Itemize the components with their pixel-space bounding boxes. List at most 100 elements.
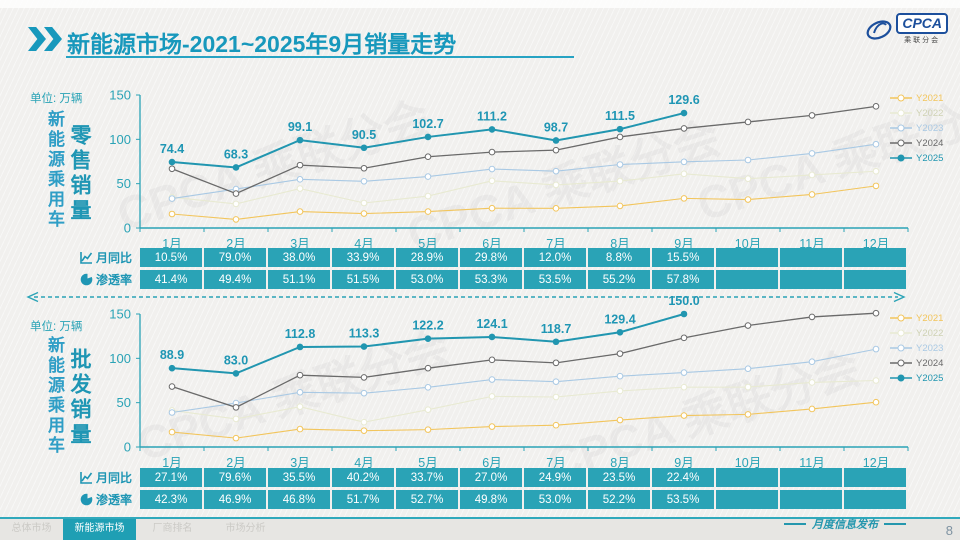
- penetration-cell: 53.5%: [524, 270, 588, 289]
- page-number: 8: [945, 523, 953, 538]
- penetration-label-text: 渗透率: [96, 493, 133, 507]
- Y2021-point: [616, 202, 624, 210]
- Y2024-line: [171, 105, 877, 195]
- Y2025-point: [168, 158, 176, 166]
- cpca-logo-text: CPCA: [896, 13, 948, 34]
- legend-item: Y2025: [890, 152, 943, 164]
- y-tick-label: 50: [117, 176, 131, 191]
- Y2023-point: [872, 140, 880, 148]
- top-strip: [0, 0, 960, 8]
- Y2021-point: [552, 205, 560, 212]
- Y2024-point: [744, 322, 752, 329]
- legend-swatch: [890, 94, 912, 102]
- group-label-vertical: 新能源乘用车: [45, 110, 64, 230]
- Y2025-value-label: 129.4: [604, 312, 635, 326]
- Y2021-point: [680, 412, 688, 419]
- Y2022-point: [488, 393, 496, 400]
- Y2024-point: [744, 118, 752, 126]
- Y2025-value-label: 122.2: [412, 319, 443, 333]
- tab-market-analysis[interactable]: 市场分析: [225, 523, 266, 534]
- month-label: 9月: [674, 456, 694, 470]
- Y2024-point: [168, 165, 176, 173]
- Y2024-point: [296, 161, 304, 169]
- Y2025-point: [232, 164, 240, 171]
- tab-manufacturer-ranking[interactable]: 厂商排名: [152, 523, 193, 534]
- bottom-navbar: 总体市场 新能源市场 厂商排名 市场分析: [0, 517, 960, 540]
- penetration-cell: [844, 490, 908, 509]
- legend-item: Y2022: [890, 327, 943, 339]
- Y2022-point: [552, 181, 560, 189]
- month-label: 1月: [162, 456, 182, 470]
- Y2022-point: [872, 377, 880, 384]
- pie-chart-icon: [80, 493, 93, 506]
- Y2023-line: [171, 143, 877, 200]
- Y2021-line: [171, 401, 877, 439]
- y-tick-label: 50: [117, 395, 131, 410]
- Y2022-point: [296, 403, 304, 410]
- Y2023-point: [552, 378, 560, 385]
- Y2023-point: [808, 150, 816, 157]
- month-axis-labels: 1月 2月 3月 4月 5月 6月 7月 8月 9月 10月 11月 12月: [140, 233, 908, 252]
- penetration-cell: 57.8%: [652, 270, 716, 289]
- Y2025-value-label: 111.2: [477, 109, 507, 123]
- Y2023-point: [680, 158, 688, 166]
- legend-swatch: [890, 374, 912, 382]
- Y2024-point: [808, 313, 816, 321]
- tab-nev-market[interactable]: 新能源市场: [63, 519, 136, 540]
- Y2022-point: [360, 418, 368, 426]
- wholesale-line-chart: 0 50 100 150 88.9 83.0 112.8 113.3 122.2 124.1 118…: [109, 295, 909, 455]
- penetration-cell: 52.7%: [396, 490, 460, 509]
- tab-overall-market[interactable]: 总体市场: [11, 523, 52, 534]
- Y2025-value-label: 129.6: [668, 93, 699, 107]
- Y2023-point: [424, 384, 432, 391]
- cpca-swoosh-icon: [866, 20, 892, 40]
- month-label: 4月: [354, 456, 374, 470]
- legend-item: Y2024: [890, 357, 943, 369]
- Y2021-point: [232, 434, 240, 442]
- Y2022-point: [744, 383, 752, 391]
- cpca-logo: CPCA 乘联分会: [865, 13, 948, 45]
- penetration-cell: 52.2%: [588, 490, 652, 509]
- Y2023-point: [488, 165, 496, 173]
- group-label-vertical: 新能源乘用车: [45, 336, 64, 456]
- legend-item: Y2023: [890, 342, 943, 354]
- month-label: 10月: [734, 456, 762, 470]
- penetration-cell: 55.2%: [588, 270, 652, 289]
- Y2025-value-label: 118.7: [541, 322, 572, 336]
- Y2023-point: [552, 167, 560, 175]
- legend-label: Y2022: [916, 327, 944, 339]
- legend-label: Y2023: [916, 122, 944, 134]
- Y2023-point: [360, 389, 368, 397]
- Y2024-point: [424, 364, 432, 372]
- chevron-icon: [44, 27, 62, 51]
- Y2021-point: [360, 427, 368, 434]
- yoy-cell: [716, 468, 780, 487]
- yoy-cell: 33.7%: [396, 468, 460, 487]
- Y2022-point: [680, 170, 688, 178]
- yoy-cell: 15.5%: [652, 248, 716, 267]
- Y2021-point: [680, 195, 688, 202]
- Y2021-point: [872, 182, 880, 190]
- legend-item: Y2025: [890, 372, 943, 384]
- penetration-cell: [716, 490, 780, 509]
- month-label: 12月: [862, 237, 890, 251]
- legend-swatch: [890, 344, 912, 352]
- Y2021-point: [168, 428, 176, 436]
- line-chart-icon: [80, 252, 93, 264]
- legend: Y2021 Y2022 Y2023 Y2024 Y2025: [890, 312, 943, 384]
- yoy-label-text: 月同比: [96, 471, 133, 485]
- yoy-cell: 27.1%: [140, 468, 204, 487]
- pie-chart-icon: [80, 273, 93, 286]
- Y2023-point: [808, 358, 816, 366]
- penetration-row: 41.4% 49.4% 51.1% 51.5% 53.0% 53.3% 53.5% 55.2%…: [140, 270, 908, 289]
- Y2025-value-label: 150.0: [668, 295, 699, 308]
- month-label: 2月: [226, 237, 246, 251]
- month-label: 9月: [674, 237, 694, 251]
- penetration-cell: 46.9%: [204, 490, 268, 509]
- Y2023-point: [744, 365, 752, 373]
- yoy-cell: 29.8%: [460, 248, 524, 267]
- month-label: 5月: [418, 456, 438, 470]
- yoy-cell: 12.0%: [524, 248, 588, 267]
- unit-label: 单位: 万辆: [30, 321, 83, 333]
- yoy-cell: 40.2%: [332, 468, 396, 487]
